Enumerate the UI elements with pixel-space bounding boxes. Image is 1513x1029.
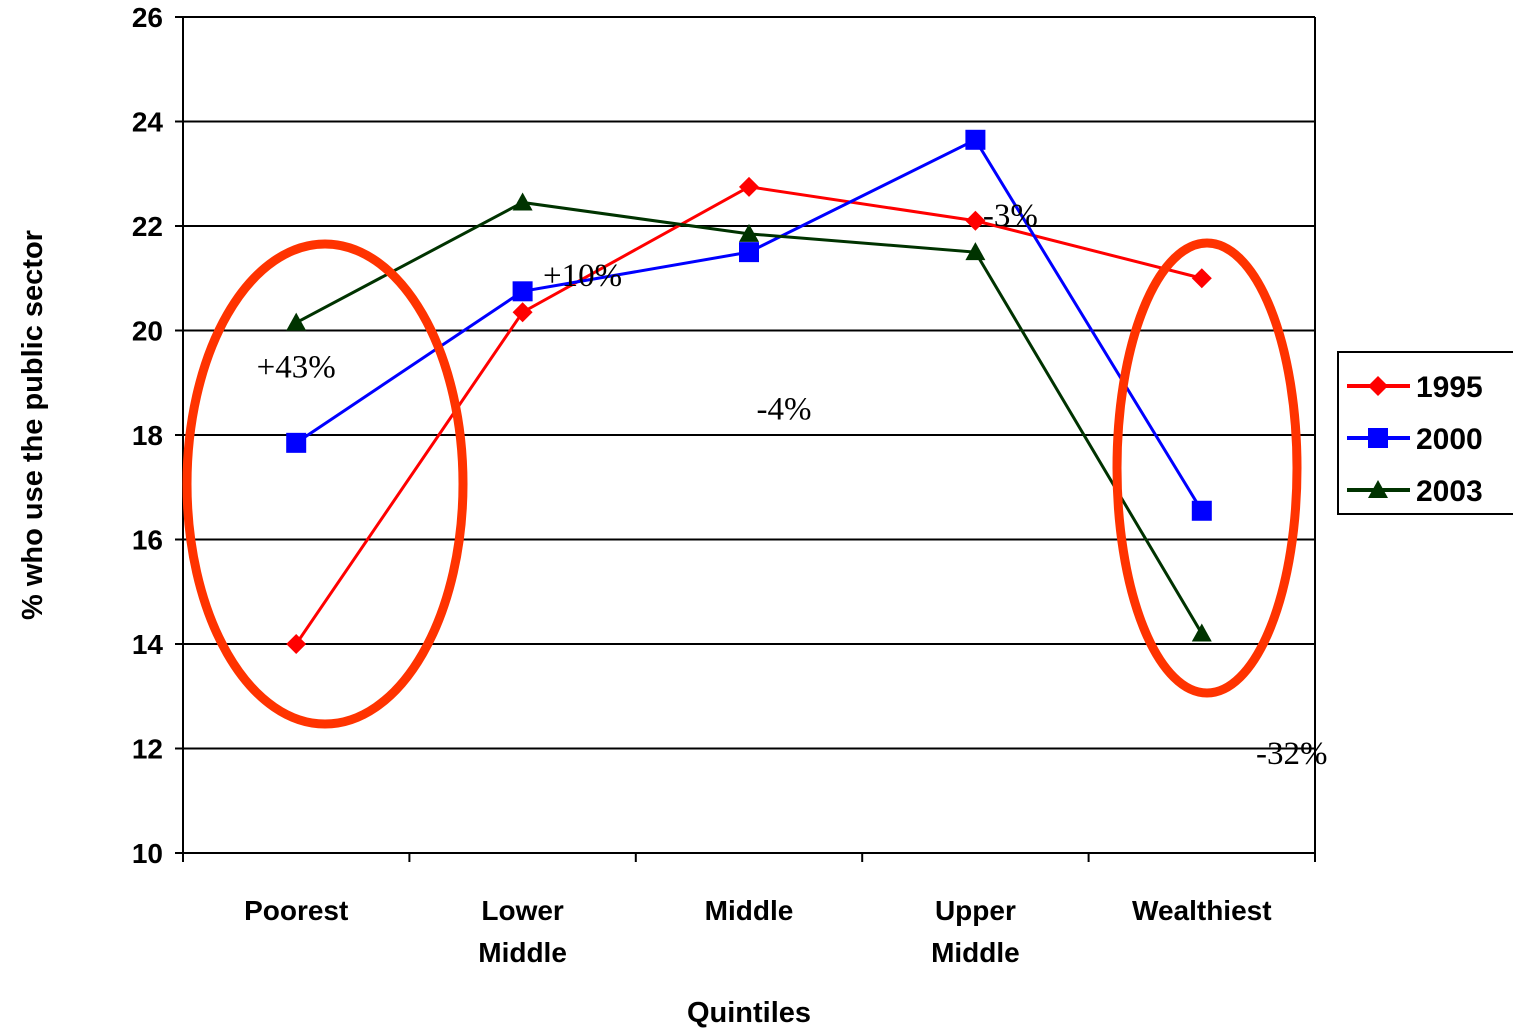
point-2000 — [965, 129, 986, 150]
point-1995 — [1191, 268, 1212, 289]
point-2000 — [286, 432, 307, 453]
x-tick-label: Middle — [705, 895, 794, 926]
legend-label-2000: 2000 — [1416, 423, 1483, 456]
annotation-label: -3% — [983, 198, 1038, 234]
point-2000 — [1191, 500, 1212, 521]
highlight-ellipse-poorest — [182, 239, 468, 729]
y-tick-label: 12 — [132, 734, 163, 765]
legend-marker-2000 — [1368, 428, 1388, 448]
point-2003 — [739, 223, 759, 242]
x-tick-label: Lower — [481, 895, 564, 926]
x-tick-label: Middle — [931, 937, 1020, 968]
x-tick-label: Upper — [935, 895, 1016, 926]
point-1995 — [512, 302, 533, 323]
point-2003 — [512, 192, 533, 211]
legend-label-1995: 1995 — [1416, 371, 1483, 404]
legend-label-2003: 2003 — [1416, 475, 1483, 508]
annotation-label: -4% — [757, 391, 812, 427]
y-tick-label: 14 — [132, 629, 164, 660]
annotation-label: +43% — [257, 350, 336, 386]
x-tick-label: Poorest — [244, 895, 348, 926]
legend-box — [1337, 351, 1513, 515]
point-2003 — [1191, 623, 1212, 642]
y-tick-label: 26 — [132, 2, 163, 33]
point-2000 — [739, 242, 759, 263]
point-1995 — [739, 176, 759, 197]
point-2003 — [965, 242, 986, 261]
annotation-label: +10% — [543, 258, 622, 294]
highlight-ellipse-wealthiest — [1112, 238, 1302, 698]
x-tick-label: Wealthiest — [1132, 895, 1272, 926]
y-tick-label: 22 — [132, 211, 163, 242]
y-tick-label: 10 — [132, 838, 163, 869]
point-2003 — [286, 312, 307, 331]
annotation-label: -32% — [1256, 736, 1327, 772]
y-tick-label: 20 — [132, 316, 163, 347]
highlight-ellipses — [182, 238, 1302, 729]
axes: 10 12 14 16 18 20 22 24 26 Poorest Lower Middle Midd… — [132, 2, 1316, 968]
point-1995 — [286, 634, 307, 654]
y-tick-label: 24 — [132, 107, 164, 138]
point-1995 — [965, 210, 986, 231]
legend-marker-1995 — [1368, 376, 1388, 396]
series-line-2003 — [295, 200, 1204, 635]
x-tick-label: Middle — [478, 937, 567, 968]
y-axis-title: % who use the public sector — [17, 230, 49, 620]
legend: 1995 2000 2003 — [1337, 351, 1513, 515]
y-tick-label: 18 — [132, 420, 163, 451]
legend-marker-2003 — [1368, 480, 1388, 498]
y-tick-label: 16 — [132, 525, 163, 556]
point-2000 — [512, 281, 533, 302]
annotations: +43% +10% -4% -3% -32% — [257, 198, 1328, 772]
x-axis-title: Quintiles — [687, 997, 811, 1029]
series-lines — [286, 129, 1212, 654]
